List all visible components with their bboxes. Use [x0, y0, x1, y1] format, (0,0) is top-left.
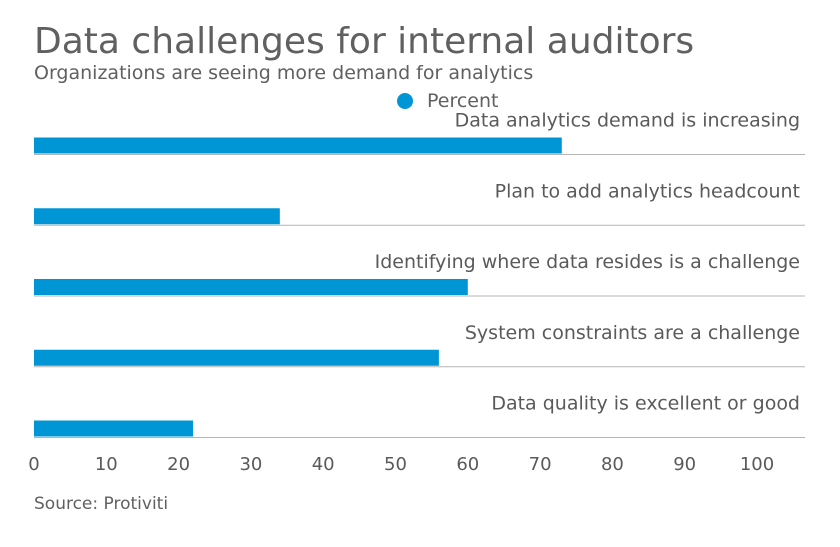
- bar-label: Data quality is excellent or good: [491, 393, 800, 415]
- x-tick-label: 20: [167, 454, 190, 475]
- bar: [34, 349, 439, 366]
- bar: [34, 208, 280, 225]
- bar-label: Plan to add analytics headcount: [495, 180, 800, 202]
- legend: Percent: [397, 90, 499, 112]
- x-tick-label: 10: [95, 454, 118, 475]
- x-tick-label: 0: [28, 454, 39, 475]
- bar-label: Data analytics demand is increasing: [455, 110, 800, 132]
- bar: [34, 279, 468, 295]
- x-tick-label: 30: [239, 454, 262, 475]
- bar: [34, 420, 194, 437]
- x-axis: 0 10 20 30 40 50 60 70 80 90 100: [28, 454, 774, 475]
- x-tick-label: 50: [384, 454, 407, 475]
- x-tick-label: 100: [740, 454, 774, 475]
- source-note: Source: Protiviti: [34, 494, 168, 514]
- bar-rows: Data analytics demand is increasing Plan …: [34, 110, 805, 438]
- bar-label: System constraints are a challenge: [465, 322, 800, 344]
- bar: [34, 137, 562, 154]
- legend-label: Percent: [427, 90, 499, 112]
- legend-marker: [397, 93, 413, 109]
- x-tick-label: 90: [673, 454, 696, 475]
- x-tick-label: 70: [529, 454, 552, 475]
- x-tick-label: 40: [312, 454, 335, 475]
- bar-label: Identifying where data resides is a chal…: [375, 251, 800, 273]
- chart-subtitle: Organizations are seeing more demand for…: [34, 62, 533, 84]
- chart-title: Data challenges for internal auditors: [34, 21, 694, 62]
- x-tick-label: 80: [601, 454, 624, 475]
- x-tick-label: 60: [456, 454, 479, 475]
